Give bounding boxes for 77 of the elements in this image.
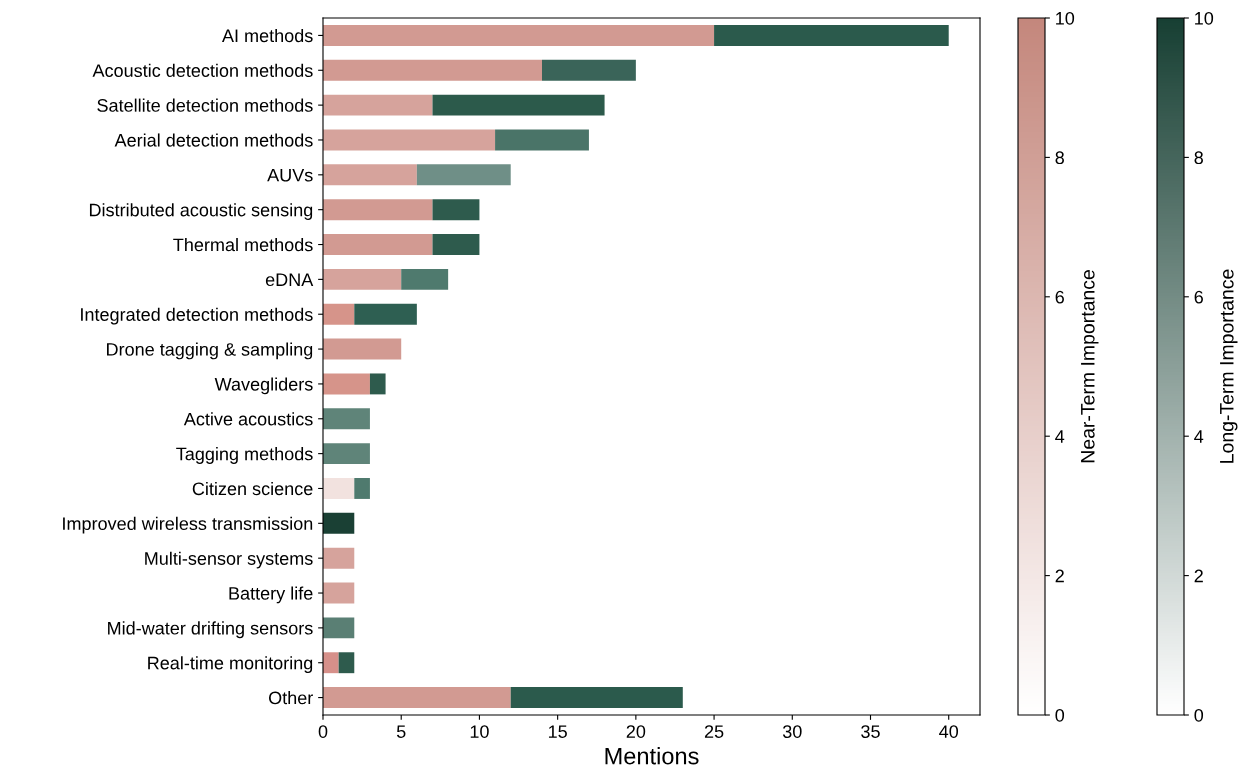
- y-tick-label: Thermal methods: [173, 237, 313, 252]
- x-tick-label: 30: [782, 725, 802, 738]
- bar: [495, 129, 589, 151]
- bar: [323, 164, 417, 186]
- bar: [510, 687, 683, 709]
- x-axis-title: Mentions: [605, 747, 699, 765]
- y-tick-label: Acoustic detection methods: [92, 63, 313, 77]
- color-bar-label: 8: [1194, 151, 1203, 165]
- bar: [432, 234, 480, 255]
- bar: [323, 94, 433, 116]
- color-bar-label: 10: [1195, 11, 1214, 25]
- y-tick-label: Mid-water drifting sensors: [108, 621, 313, 639]
- y-tick-label: Satellite detection methods: [97, 98, 313, 112]
- bar: [432, 94, 605, 116]
- x-tick-label: 5: [396, 725, 406, 738]
- color-bar-label: 4: [1194, 430, 1204, 443]
- bar: [323, 338, 402, 360]
- color-bar-label: 6: [1194, 290, 1203, 304]
- y-tick-label: Other: [268, 691, 313, 705]
- y-tick-label: Real-time monitoring: [148, 656, 313, 674]
- y-tick-label: Integrated detection methods: [81, 307, 313, 325]
- bar: [323, 652, 339, 674]
- y2-tick-label: 8: [1055, 151, 1064, 165]
- y2-tick-label: 2: [1055, 569, 1064, 583]
- bar: [323, 303, 355, 325]
- bar: [323, 234, 433, 255]
- bar: [369, 373, 386, 395]
- y-tick-label: Citizen science: [192, 481, 313, 496]
- x-tick-label: 10: [470, 725, 489, 738]
- bar: [323, 582, 355, 604]
- y-tick-label: Drone tagging & sampling: [107, 342, 313, 360]
- text: Long-Term Importance: [1220, 269, 1238, 463]
- bar: [432, 199, 480, 221]
- y-tick-label: Improved wireless transmission: [63, 516, 313, 534]
- bar: [401, 268, 449, 290]
- y2-tick-label: 6: [1055, 290, 1064, 304]
- bar: [323, 268, 402, 290]
- y2-tick-label: 10: [1056, 11, 1075, 25]
- bar: [323, 547, 355, 569]
- y2-tick-label: 4: [1055, 430, 1065, 443]
- bar: [323, 617, 355, 639]
- color-bar-label: 2: [1194, 569, 1203, 583]
- y-tick-label: eDNA: [265, 273, 314, 287]
- y2-tick-label: 0: [1055, 708, 1065, 722]
- y-tick-label: AUVs: [267, 168, 313, 182]
- y-tick-label: AI methods: [221, 28, 313, 43]
- y-tick-label: Aerial detection methods: [114, 133, 313, 147]
- bar: [323, 24, 715, 46]
- bar: [323, 373, 370, 395]
- y-tick-label: Distributed acoustic sensing: [89, 203, 313, 220]
- color-bar-label: 0: [1194, 708, 1204, 722]
- bar: [338, 652, 355, 674]
- x-tick-label: 15: [548, 725, 567, 738]
- bar: [323, 59, 542, 81]
- bar: [323, 512, 355, 534]
- x-tick-label: 0: [318, 725, 328, 738]
- bar: [416, 164, 511, 186]
- color-bar-title: Near-Term Importance: [1081, 270, 1099, 463]
- y-tick-label: Multi-sensor systems: [145, 551, 313, 569]
- x-tick-label: 20: [626, 725, 646, 738]
- bar: [323, 408, 370, 430]
- bar: [323, 443, 370, 465]
- x-tick-label: 25: [704, 725, 724, 738]
- bar: [354, 478, 370, 499]
- y-tick-label: Tagging methods: [176, 447, 313, 464]
- bar: [323, 478, 355, 499]
- y-tick-label: Active acoustics: [183, 412, 313, 426]
- bar: [323, 129, 496, 151]
- bar: [323, 687, 511, 709]
- y-tick-label: Wavegliders: [214, 377, 313, 395]
- x-tick-label: 40: [939, 725, 959, 738]
- bar: [323, 199, 433, 221]
- bar: [354, 303, 417, 325]
- y-tick-label: Battery life: [229, 586, 313, 604]
- bar: [714, 24, 949, 46]
- bar: [542, 59, 636, 81]
- x-tick-label: 35: [861, 725, 880, 738]
